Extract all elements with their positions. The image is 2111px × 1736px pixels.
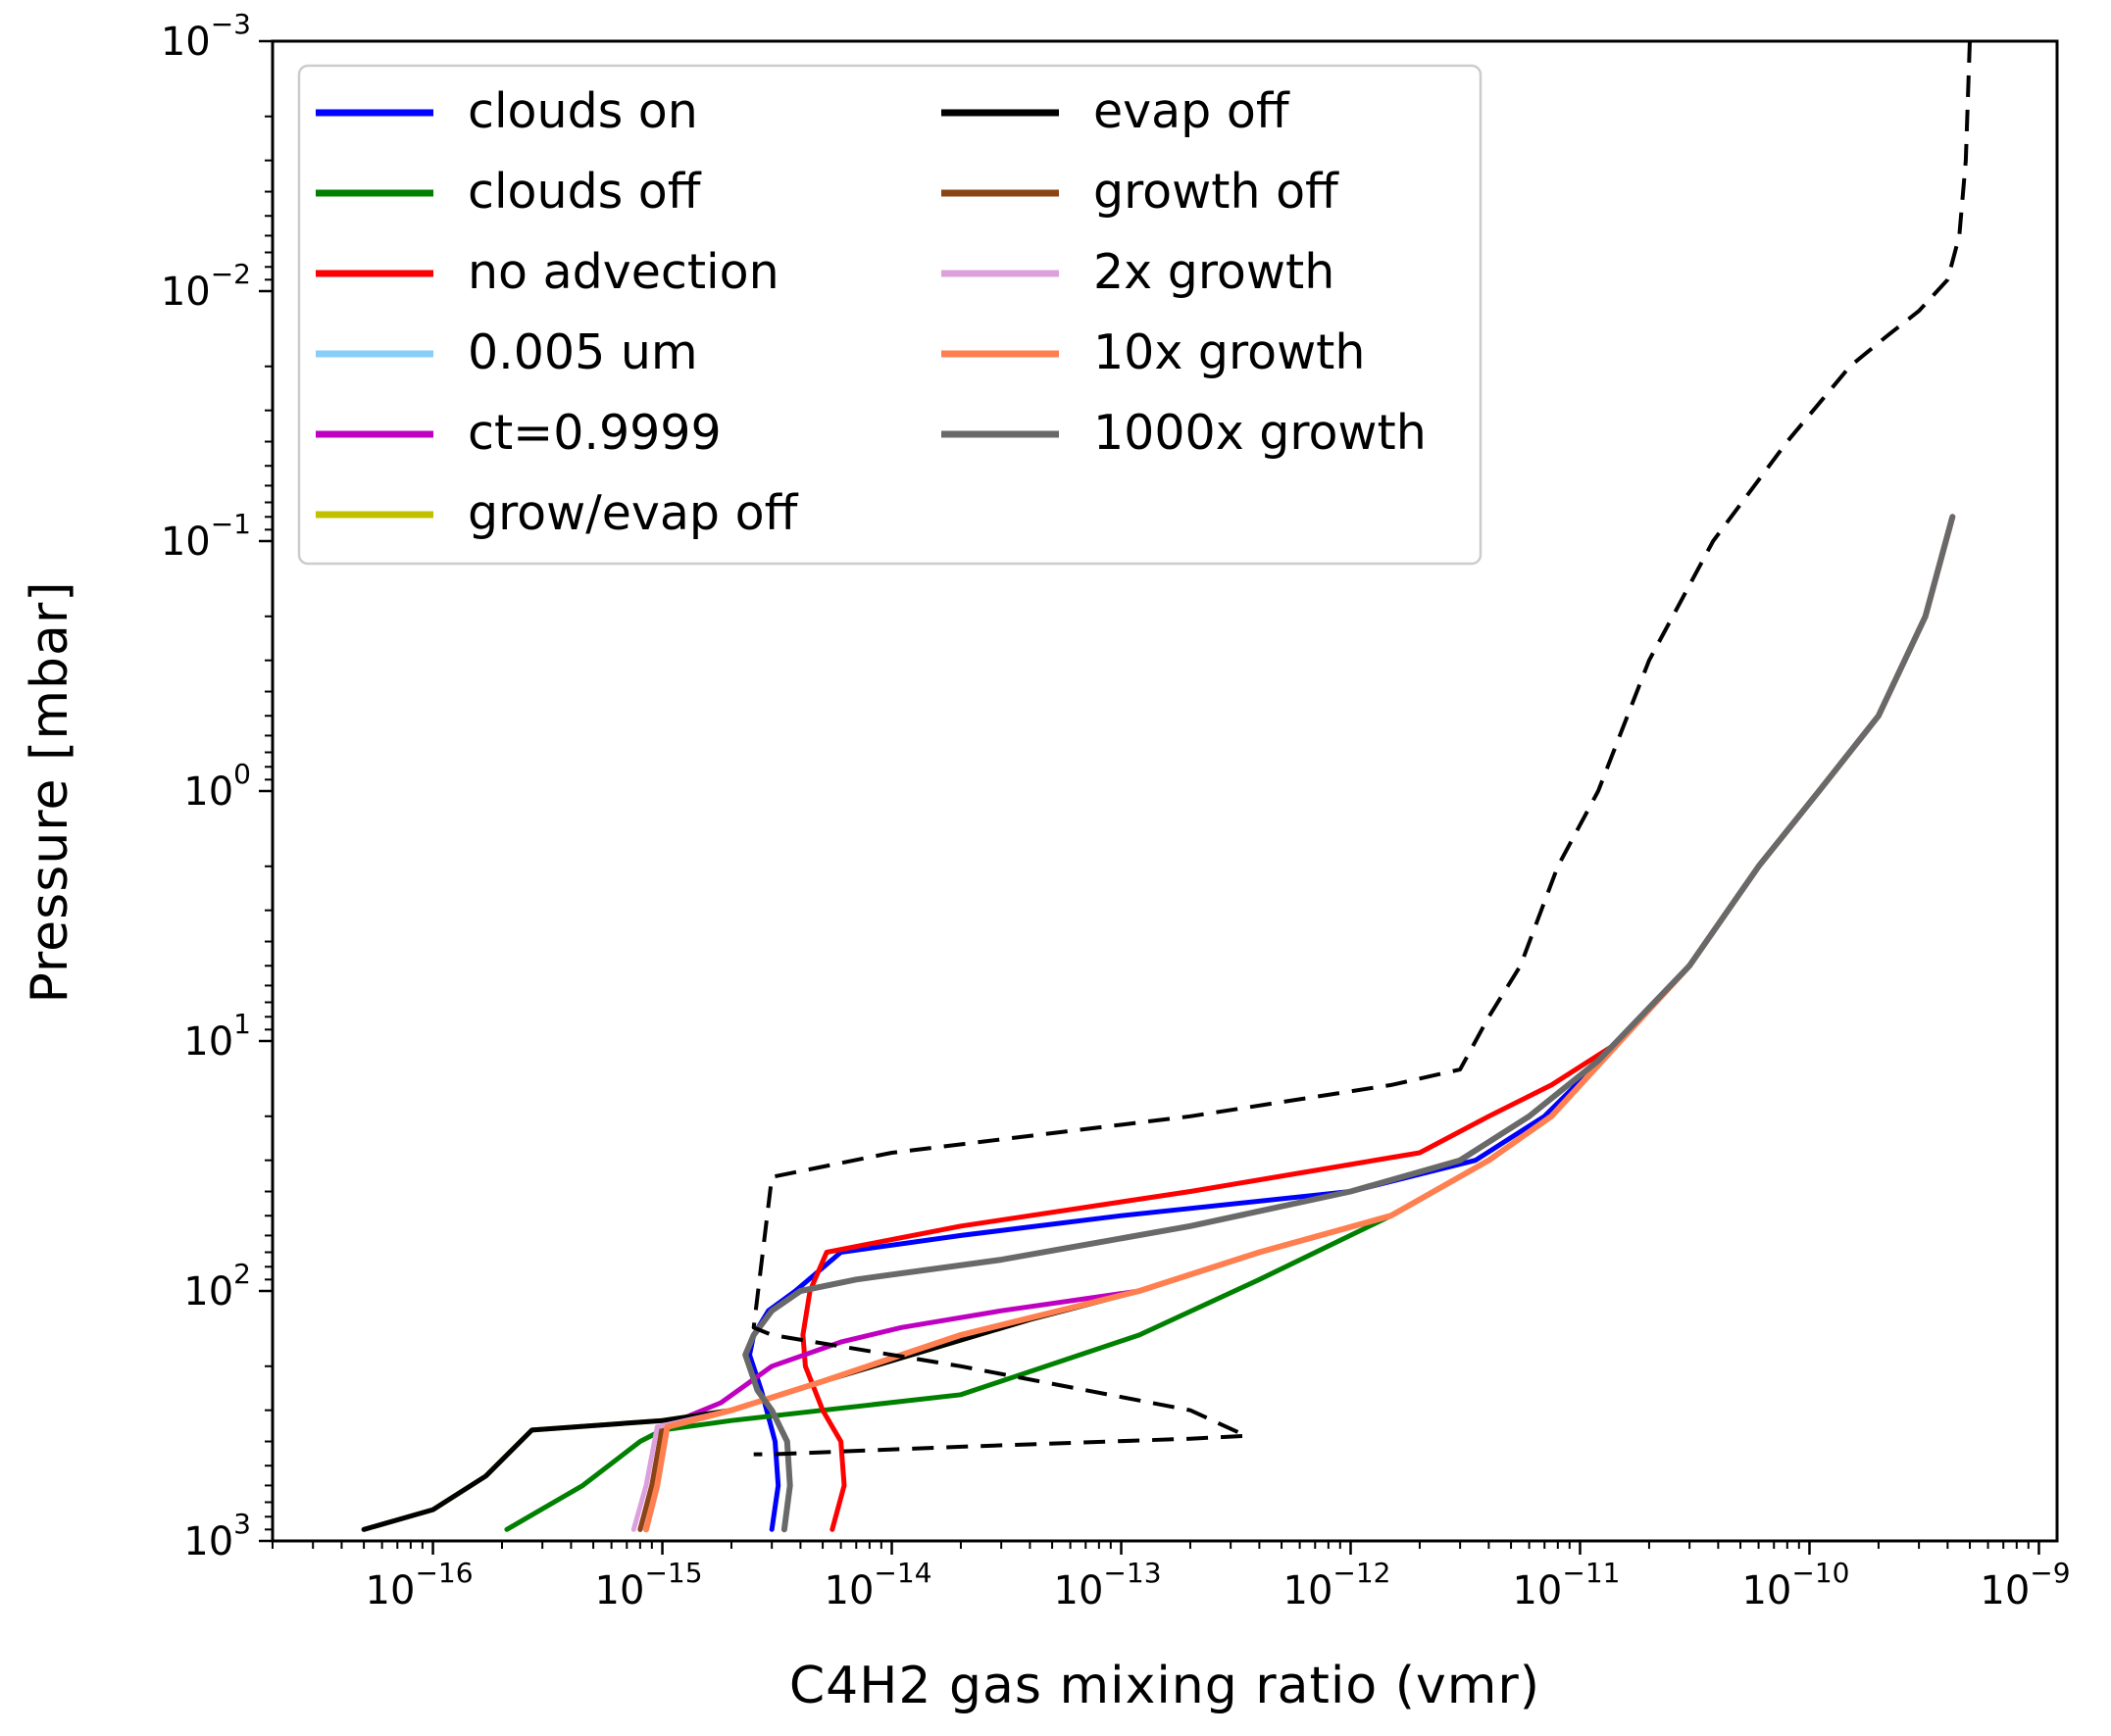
legend-label-clouds-on: clouds on — [468, 83, 698, 139]
legend-label-evap-off: evap off — [1093, 83, 1290, 139]
y-tick-label: 101 — [183, 1008, 251, 1065]
legend-label-clouds-off: clouds off — [468, 164, 702, 220]
legend-label-ct-0-9999: ct=0.9999 — [468, 405, 722, 461]
axis-ticks: 10−16 10−15 10−14 10−13 10−12 10−11 10−10 10−9 1… — [161, 8, 2071, 1613]
series-line-no-advection — [800, 514, 1955, 1532]
legend-label-10x-growth: 10x growth — [1093, 324, 1365, 380]
y-tick-label: 10−2 — [161, 258, 251, 315]
legend-label-no-advection: no advection — [468, 244, 779, 300]
x-tick-label: 10−13 — [1054, 1557, 1162, 1613]
y-axis-label: Pressure [mbar] — [21, 580, 79, 1003]
y-tick-label: 10−1 — [161, 508, 251, 565]
x-tick-label: 10−15 — [595, 1557, 703, 1613]
y-tick-label: 102 — [183, 1258, 251, 1314]
x-axis-label: C4H2 gas mixing ratio (vmr) — [789, 1657, 1540, 1715]
y-tick-label: 10−3 — [161, 8, 251, 65]
legend: clouds on clouds off no advection 0.005 um c… — [297, 64, 1483, 566]
series-line-reference-profile — [751, 41, 1972, 1457]
x-tick-label: 10−10 — [1741, 1557, 1849, 1613]
x-tick-label: 10−9 — [1980, 1557, 2070, 1613]
legend-label-grow-evap-off: grow/evap off — [468, 485, 799, 541]
series-line-evap-off — [361, 514, 1955, 1532]
legend-label-0-005-um: 0.005 um — [468, 324, 698, 380]
series-line-1000x-growth — [742, 514, 1956, 1533]
y-tick-label: 103 — [183, 1508, 251, 1564]
series-line-clouds-off — [504, 514, 1955, 1532]
y-tick-label: 100 — [183, 758, 251, 815]
legend-label-2x-growth: 2x growth — [1093, 244, 1334, 300]
x-tick-label: 10−14 — [825, 1557, 932, 1613]
plot-lines — [361, 41, 1972, 1533]
series-line-grow-evap-off — [361, 514, 1955, 1532]
series-line-clouds-on — [747, 514, 1955, 1532]
x-tick-label: 10−16 — [366, 1557, 474, 1613]
series-line-10x-growth — [643, 514, 1956, 1533]
legend-box — [297, 64, 1483, 566]
legend-label-growth-off: growth off — [1093, 164, 1339, 220]
legend-label-1000x-growth: 1000x growth — [1093, 405, 1427, 461]
x-tick-label: 10−11 — [1512, 1557, 1620, 1613]
x-tick-label: 10−12 — [1283, 1557, 1391, 1613]
